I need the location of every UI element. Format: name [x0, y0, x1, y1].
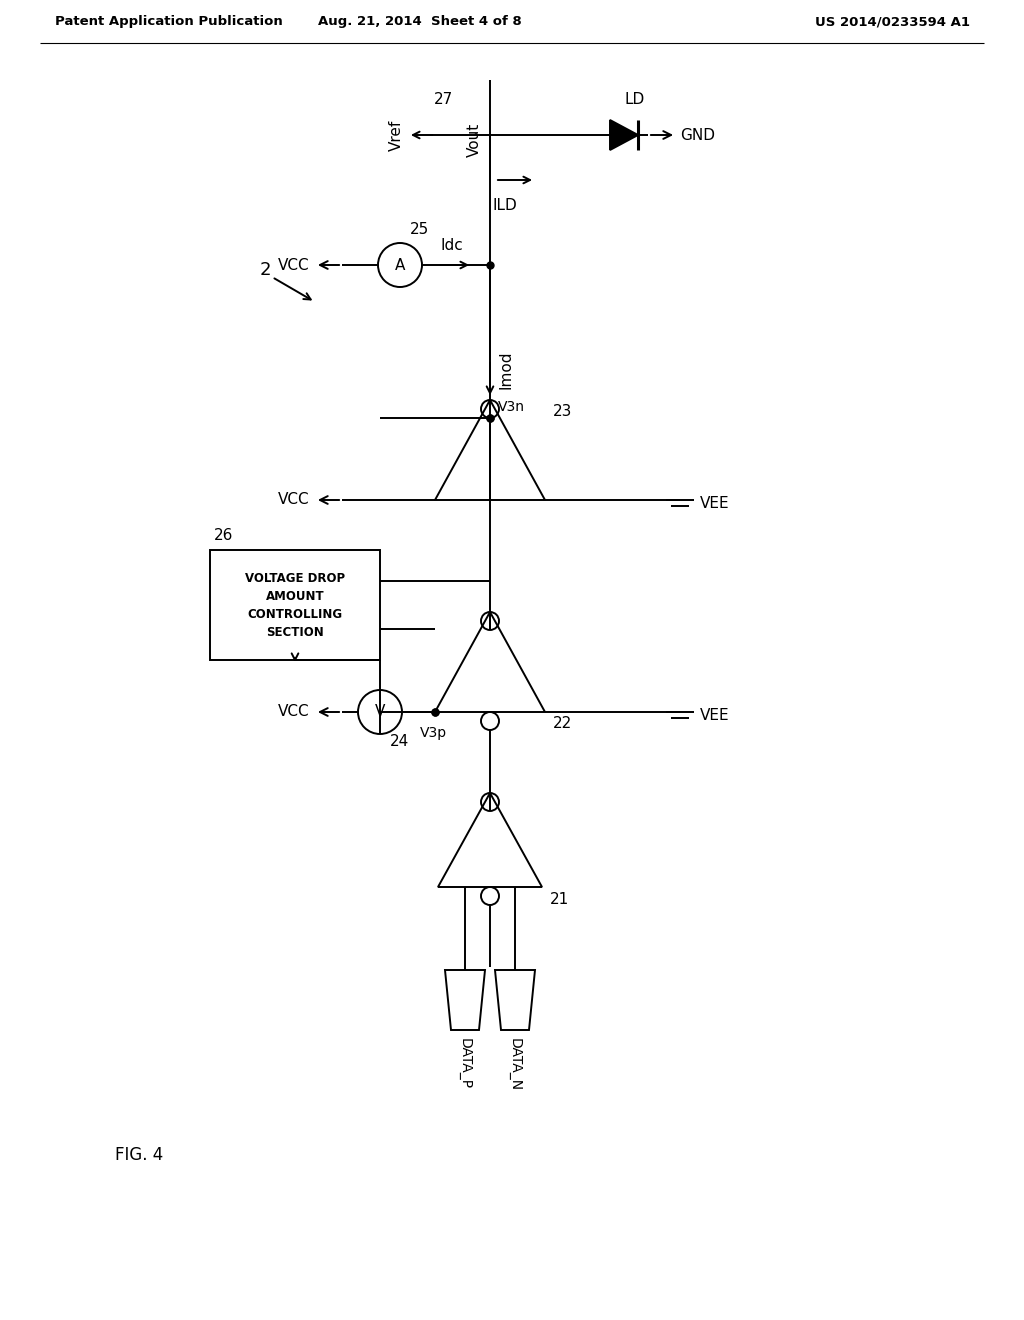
Text: FIG. 4: FIG. 4 [115, 1146, 163, 1164]
Text: Patent Application Publication: Patent Application Publication [55, 16, 283, 29]
Polygon shape [610, 120, 638, 150]
Text: VCC: VCC [279, 705, 310, 719]
Text: 26: 26 [214, 528, 233, 544]
Text: VEE: VEE [700, 708, 730, 722]
Text: Aug. 21, 2014  Sheet 4 of 8: Aug. 21, 2014 Sheet 4 of 8 [318, 16, 522, 29]
Text: VCC: VCC [279, 257, 310, 272]
Text: DATA_P: DATA_P [458, 1038, 472, 1089]
Text: Imod: Imod [498, 351, 513, 389]
Text: 23: 23 [553, 404, 572, 420]
Text: Vout: Vout [467, 123, 482, 157]
Text: 25: 25 [410, 222, 429, 238]
Text: 27: 27 [434, 92, 454, 107]
Text: Vref: Vref [389, 119, 404, 150]
Text: LD: LD [624, 92, 644, 107]
Text: VEE: VEE [700, 495, 730, 511]
Text: 22: 22 [553, 717, 572, 731]
Text: VOLTAGE DROP
AMOUNT
CONTROLLING
SECTION: VOLTAGE DROP AMOUNT CONTROLLING SECTION [245, 572, 345, 639]
Text: 24: 24 [390, 734, 410, 750]
Text: V3p: V3p [420, 726, 446, 741]
Text: 21: 21 [550, 891, 569, 907]
Text: Idc: Idc [440, 238, 463, 253]
Text: 2: 2 [259, 261, 270, 279]
Text: DATA_N: DATA_N [508, 1038, 522, 1092]
Text: ILD: ILD [493, 198, 518, 213]
Text: VCC: VCC [279, 492, 310, 507]
Text: GND: GND [680, 128, 715, 143]
Text: US 2014/0233594 A1: US 2014/0233594 A1 [815, 16, 970, 29]
Text: V3n: V3n [498, 400, 525, 414]
Text: V: V [375, 705, 385, 719]
Text: A: A [395, 257, 406, 272]
